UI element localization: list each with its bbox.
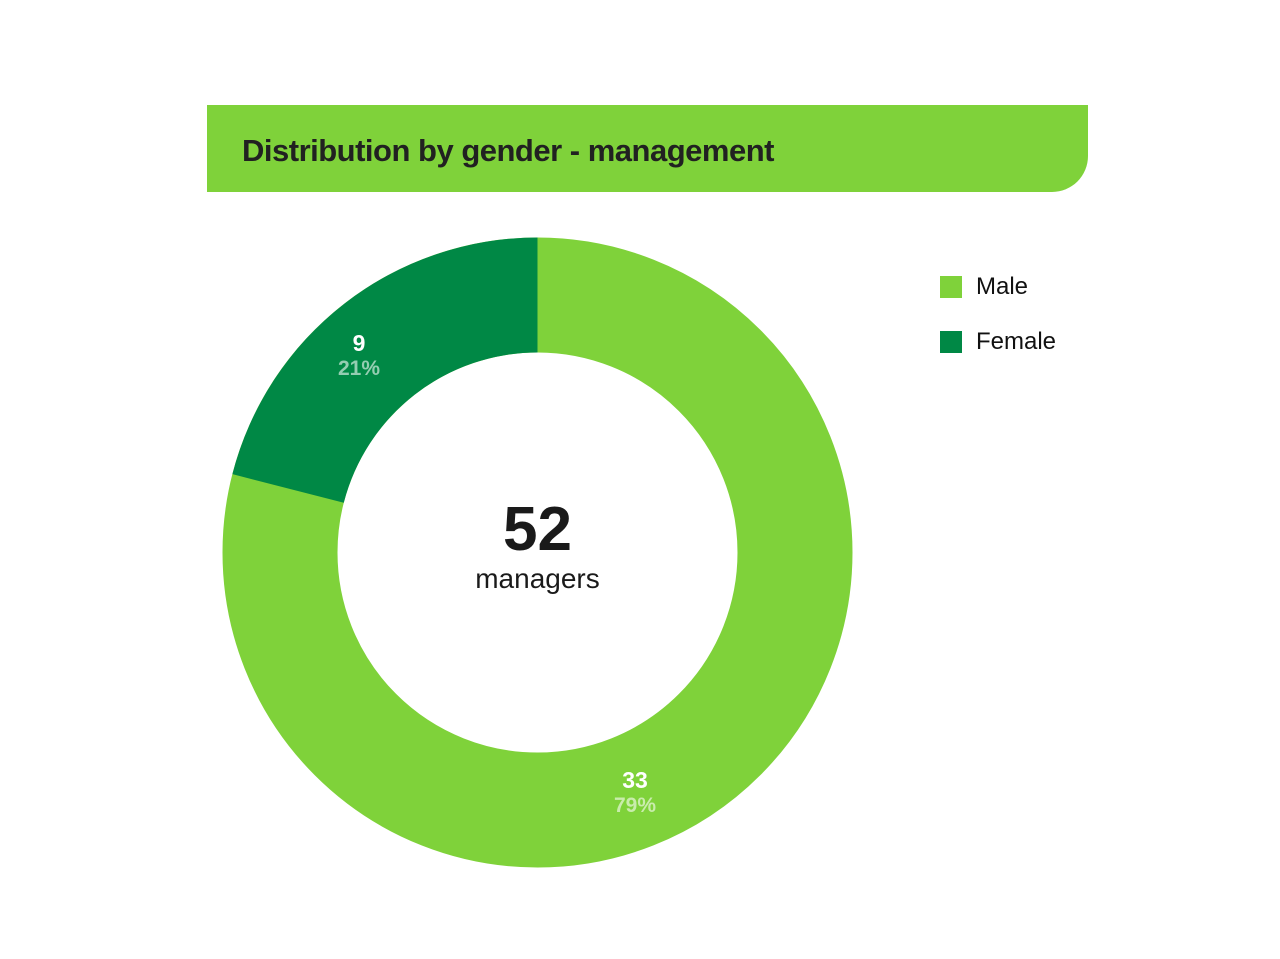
donut-segment-female xyxy=(232,237,538,503)
header-banner: Distribution by gender - management xyxy=(207,105,1088,192)
male-swatch-icon xyxy=(940,276,962,298)
legend-item-male: Male xyxy=(940,273,1056,300)
legend-label-female: Female xyxy=(976,328,1057,355)
female-swatch-icon xyxy=(940,331,962,353)
legend-label-male: Male xyxy=(976,273,1029,300)
page-title: Distribution by gender - management xyxy=(242,132,774,168)
legend-item-female: Female xyxy=(940,328,1057,355)
chart-legend: Male Female xyxy=(940,273,1057,386)
